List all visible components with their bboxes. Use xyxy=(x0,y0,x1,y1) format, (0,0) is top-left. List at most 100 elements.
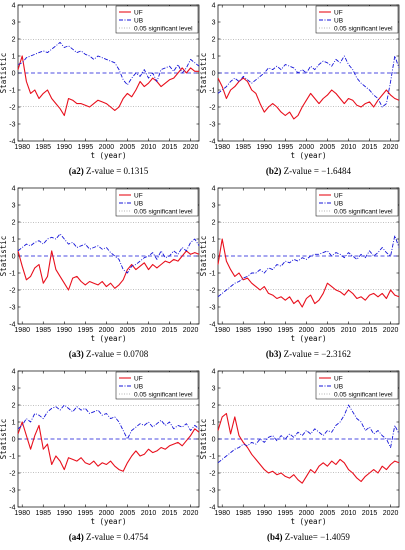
y-tick-label: -3 xyxy=(9,487,15,494)
x-tick-label: 1995 xyxy=(278,510,294,517)
x-tick-label: 1990 xyxy=(257,144,273,151)
panel-z-value: Z-value = 0.0708 xyxy=(84,349,149,359)
y-tick-label: -2 xyxy=(209,287,215,294)
legend-label: UF xyxy=(334,9,343,16)
x-tick-label: 2005 xyxy=(120,510,136,517)
y-tick-label: 3 xyxy=(212,385,216,392)
y-tick-label: 4 xyxy=(212,368,216,375)
x-axis-label: t (year) xyxy=(90,517,126,526)
legend-box xyxy=(115,5,199,34)
y-tick-label: 2 xyxy=(12,36,16,43)
x-tick-label: 2000 xyxy=(99,327,115,334)
legend-label: 0.05 significant level xyxy=(334,208,393,215)
x-tick-label: 2015 xyxy=(362,144,378,151)
x-tick-label: 2000 xyxy=(99,144,115,151)
y-tick-label: 1 xyxy=(12,236,16,243)
x-tick-label: 2010 xyxy=(341,144,357,151)
y-tick-label: 4 xyxy=(12,2,16,9)
y-tick-label: 0 xyxy=(212,436,216,443)
series-line-uf xyxy=(17,250,200,291)
series-line-ub xyxy=(17,41,200,86)
x-tick-label: 2015 xyxy=(162,510,178,517)
series-line-ub xyxy=(217,235,400,298)
series-line-uf xyxy=(17,55,199,117)
x-tick-label: 1985 xyxy=(235,510,251,517)
y-axis-label: Statistic xyxy=(199,419,208,460)
y-tick-label: -1 xyxy=(209,270,215,277)
panel-caption: (a4) Z-value = 0.4754 xyxy=(69,532,149,542)
y-tick-label: -2 xyxy=(9,104,15,111)
chart-panel: -4 -3 -2 -1 0 1 2 3 4 1980 1985 1990 1995 2000 2005 201… xyxy=(0,2,200,176)
x-tick-label: 2000 xyxy=(299,327,315,334)
y-tick-label: -1 xyxy=(9,453,15,460)
panel-caption: (b4) Z-value= −1.4059 xyxy=(267,532,350,542)
legend-label: UF xyxy=(334,192,343,199)
y-axis-label: Statistic xyxy=(0,419,8,460)
x-tick-label: 1980 xyxy=(14,510,30,517)
legend-label: 0.05 significant level xyxy=(134,25,193,32)
x-tick-label: 2010 xyxy=(141,144,157,151)
x-tick-label: 2020 xyxy=(183,510,199,517)
y-tick-label: -4 xyxy=(209,138,215,145)
legend-label: UB xyxy=(334,200,343,207)
x-axis-label: t (year) xyxy=(90,334,126,343)
chart-panel: -4 -3 -2 -1 0 1 2 3 4 1980 1985 1990 1995 2000 2005 201… xyxy=(199,185,400,359)
legend-label: 0.05 significant level xyxy=(134,391,193,398)
y-tick-label: -1 xyxy=(9,87,15,94)
x-tick-label: 1995 xyxy=(278,327,294,334)
y-tick-label: 0 xyxy=(12,70,16,77)
x-axis-label: t (year) xyxy=(290,151,326,160)
x-tick-label: 1980 xyxy=(14,327,30,334)
panel-z-value: Z-value = 0.1315 xyxy=(84,166,149,176)
y-tick-label: 1 xyxy=(212,419,216,426)
series-line-uf xyxy=(217,412,400,484)
legend-label: 0.05 significant level xyxy=(334,391,393,398)
y-tick-label: -4 xyxy=(209,321,215,328)
y-tick-label: -4 xyxy=(9,138,15,145)
y-tick-label: 3 xyxy=(12,385,16,392)
legend-label: UB xyxy=(134,200,143,207)
legend-box xyxy=(315,371,399,400)
x-tick-label: 2010 xyxy=(141,327,157,334)
series-line-uf xyxy=(17,421,200,472)
x-axis-label: t (year) xyxy=(290,334,326,343)
x-tick-label: 2005 xyxy=(320,327,336,334)
legend-label: 0.05 significant level xyxy=(334,25,393,32)
panel-z-value: Z-value = 0.4754 xyxy=(84,532,149,542)
y-tick-label: 4 xyxy=(12,185,16,192)
x-tick-label: 2015 xyxy=(362,510,378,517)
y-tick-label: -2 xyxy=(9,287,15,294)
x-tick-label: 2000 xyxy=(99,510,115,517)
x-tick-label: 1985 xyxy=(235,327,251,334)
series-line-ub xyxy=(217,55,400,108)
y-tick-label: 2 xyxy=(12,219,16,226)
series-line-uf xyxy=(217,77,400,120)
legend-label: 0.05 significant level xyxy=(134,208,193,215)
y-tick-label: 2 xyxy=(212,402,216,409)
legend-label: UF xyxy=(134,9,143,16)
y-tick-label: 1 xyxy=(12,419,16,426)
y-tick-label: 3 xyxy=(12,19,16,26)
y-tick-label: 0 xyxy=(12,436,16,443)
y-tick-label: -4 xyxy=(209,504,215,511)
chart-panel: -4 -3 -2 -1 0 1 2 3 4 1980 1985 1990 1995 2000 2005 201… xyxy=(199,2,400,176)
x-tick-label: 1990 xyxy=(257,510,273,517)
panel-caption: (b2) Z-value = −1.6484 xyxy=(266,166,352,176)
y-tick-label: 1 xyxy=(212,236,216,243)
y-tick-label: -3 xyxy=(9,121,15,128)
series-line-ub xyxy=(217,404,400,464)
y-tick-label: -3 xyxy=(209,487,215,494)
y-tick-label: -3 xyxy=(209,121,215,128)
x-tick-label: 2015 xyxy=(162,327,178,334)
y-tick-label: -3 xyxy=(209,304,215,311)
x-tick-label: 2020 xyxy=(183,327,199,334)
x-tick-label: 1980 xyxy=(14,144,30,151)
legend-box xyxy=(315,5,399,34)
x-tick-label: 1980 xyxy=(214,510,230,517)
legend-label: UB xyxy=(334,383,343,390)
